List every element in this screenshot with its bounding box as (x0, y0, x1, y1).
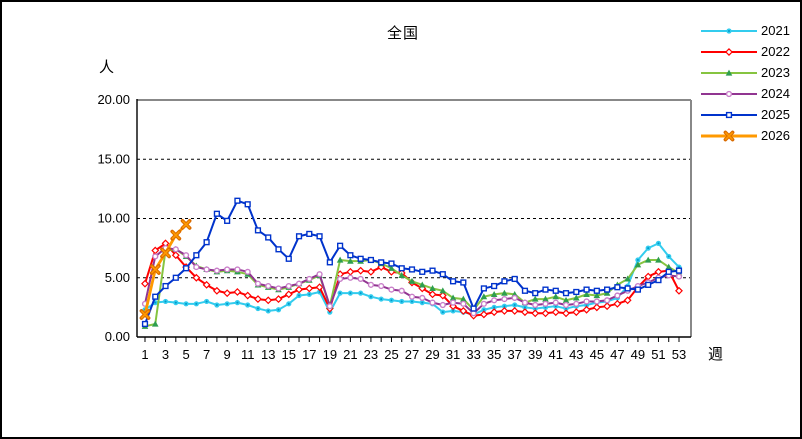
svg-text:5.00: 5.00 (105, 270, 130, 285)
legend-swatch-2026-line (700, 129, 758, 143)
legend-item-2025: 2025 (700, 104, 800, 125)
legend-label-2026: 2026 (761, 128, 790, 143)
svg-text:41: 41 (549, 347, 563, 362)
legend-item-2026: 2026 (700, 125, 800, 146)
svg-text:9: 9 (224, 347, 231, 362)
svg-text:47: 47 (610, 347, 624, 362)
legend-item-2022: 2022 (700, 41, 800, 62)
svg-text:15: 15 (282, 347, 296, 362)
svg-text:31: 31 (446, 347, 460, 362)
svg-text:37: 37 (507, 347, 521, 362)
svg-text:39: 39 (528, 347, 542, 362)
svg-text:20.00: 20.00 (97, 92, 130, 107)
svg-text:17: 17 (302, 347, 316, 362)
series-2023 (141, 245, 683, 329)
svg-text:29: 29 (425, 347, 439, 362)
legend-item-2023: 2023 (700, 62, 800, 83)
legend-label-2025: 2025 (761, 107, 790, 122)
svg-text:45: 45 (590, 347, 604, 362)
x-axis-labels: 1 3 5 7 9 11 13 15 17 19 21 23 25 27 29 31 33 35 37 39 41 43 4… (141, 347, 686, 362)
svg-text:13: 13 (261, 347, 275, 362)
svg-text:7: 7 (203, 347, 210, 362)
svg-text:15.00: 15.00 (97, 151, 130, 166)
legend-item-2024: 2024 (700, 83, 800, 104)
legend-label-2021: 2021 (761, 23, 790, 38)
svg-text:43: 43 (569, 347, 583, 362)
series-2021 (142, 240, 682, 318)
legend-swatch-2022-line (700, 45, 758, 59)
legend-label-2022: 2022 (761, 44, 790, 59)
svg-text:5: 5 (182, 347, 189, 362)
legend-item-2021: 2021 (700, 20, 800, 41)
svg-text:11: 11 (241, 347, 255, 362)
svg-text:51: 51 (651, 347, 665, 362)
svg-text:33: 33 (466, 347, 480, 362)
svg-text:3: 3 (162, 347, 169, 362)
legend-swatch-2025-line (700, 108, 758, 122)
series-2025 (141, 197, 683, 328)
svg-text:53: 53 (672, 347, 686, 362)
svg-text:21: 21 (343, 347, 357, 362)
svg-text:19: 19 (323, 347, 337, 362)
plot-frame (136, 99, 692, 338)
x-axis-unit-label: 週 (708, 346, 724, 363)
svg-text:27: 27 (405, 347, 419, 362)
svg-text:0.00: 0.00 (105, 329, 130, 344)
legend-swatch-2021-line (700, 24, 758, 38)
legend: 2021 2022 2023 2024 2025 2026 (700, 20, 800, 146)
y-axis-labels: 0.00 5.00 10.00 15.00 20.00 (97, 92, 130, 344)
series-2026 (139, 219, 192, 320)
svg-text:25: 25 (384, 347, 398, 362)
legend-label-2024: 2024 (761, 86, 790, 101)
legend-swatch-2023-line (700, 66, 758, 80)
legend-swatch-2024-line (700, 87, 758, 101)
svg-text:10.00: 10.00 (97, 211, 130, 226)
legend-label-2023: 2023 (761, 65, 790, 80)
svg-text:23: 23 (364, 347, 378, 362)
svg-text:49: 49 (631, 347, 645, 362)
gridlines (137, 158, 691, 279)
chart-title: 全国 (386, 25, 419, 42)
y-axis-unit-label: 人 (99, 59, 115, 76)
svg-text:35: 35 (487, 347, 501, 362)
svg-text:1: 1 (141, 347, 148, 362)
x-axis-ticks (144, 337, 680, 342)
